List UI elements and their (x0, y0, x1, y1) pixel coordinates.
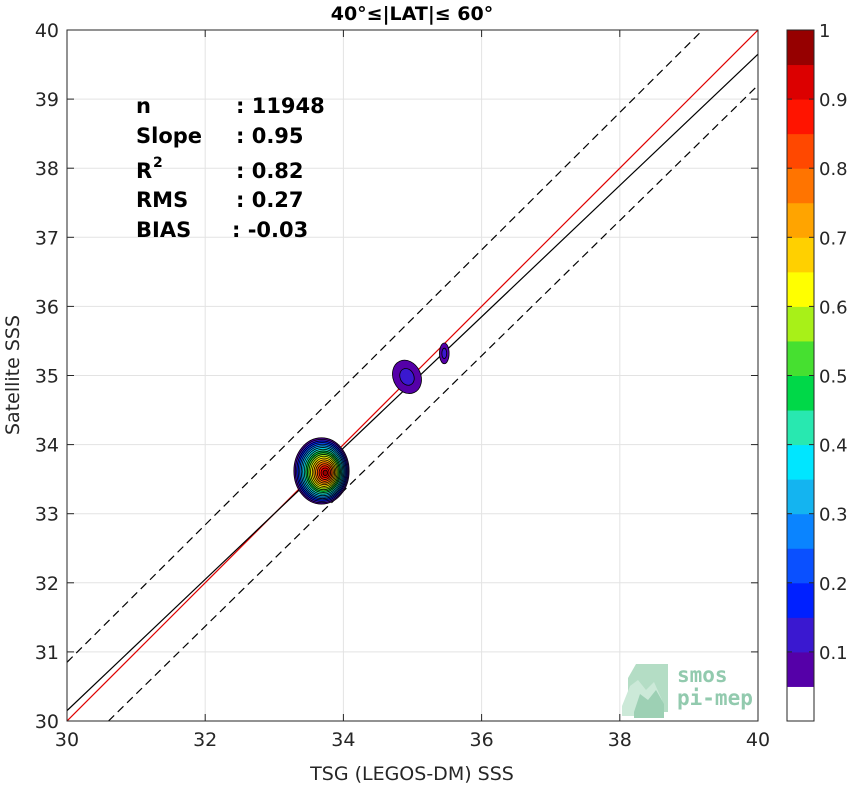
colorbar-tick-label: 0.1 (819, 643, 848, 664)
colorbar-segment (787, 548, 814, 584)
y-tick-label: 36 (35, 296, 59, 318)
stat-label: BIAS (136, 218, 191, 242)
y-tick-label: 30 (35, 711, 59, 733)
colorbar-segment (787, 686, 814, 722)
logo-text-smos: smos (677, 663, 728, 687)
lower-bound-line (108, 84, 758, 721)
y-tick-label: 35 (35, 366, 59, 388)
y-tick-label: 39 (35, 89, 59, 111)
colorbar-segment (787, 64, 814, 100)
stats-box: n : 11948 Slope : 0.95 R 2 : 0.82 RMS : 0.27 BIAS… (136, 94, 325, 242)
colorbar-tick-label: 0.4 (819, 436, 848, 457)
colorbar-segment (787, 237, 814, 273)
y-tick-label: 38 (35, 158, 59, 180)
y-tick-label: 40 (35, 20, 59, 42)
colorbar-tick-label: 0.2 (819, 574, 848, 595)
stat-value: : -0.03 (232, 218, 308, 242)
stat-label: n (136, 94, 151, 118)
density-blob (392, 359, 422, 394)
colorbar-segment (787, 30, 814, 66)
stat-label: Slope (136, 124, 202, 148)
colorbar-segment (787, 513, 814, 549)
logo-waves-icon (622, 664, 668, 718)
x-tick-label: 32 (193, 729, 217, 751)
colorbar-segment (787, 340, 814, 376)
stat-value: : 11948 (236, 94, 325, 118)
colorbar: 0.1 0.2 0.3 0.4 0.5 0.6 0.7 0.8 0.9 1 (786, 21, 848, 722)
density-contour (399, 368, 415, 386)
axis-ticks: 30 32 34 36 38 40 30 31 32 33 34 35 36 37 38 39 40 (35, 20, 770, 751)
stat-value: : 0.27 (236, 188, 304, 212)
colorbar-tick-label: 0.6 (819, 297, 848, 318)
y-tick-label: 32 (35, 573, 59, 595)
colorbar-segment (787, 617, 814, 653)
upper-bound-line (67, 30, 704, 663)
colorbar-tick-label: 0.8 (819, 159, 848, 180)
colorbar-segment (787, 479, 814, 515)
x-axis-label: TSG (LEGOS-DM) SSS (309, 763, 514, 785)
density-contours (293, 342, 450, 505)
chart-title: 40°≤|LAT|≤ 60° (331, 3, 494, 25)
colorbar-tick-label: 0.9 (819, 90, 848, 111)
density-blob (439, 342, 450, 365)
colorbar-tick-label: 0.5 (819, 367, 848, 388)
x-tick-label: 34 (331, 729, 355, 751)
density-blob (293, 437, 350, 505)
colorbar-segment (787, 651, 814, 687)
stat-label: RMS (136, 188, 188, 212)
colorbar-tick-label: 0.7 (819, 228, 848, 249)
x-tick-label: 30 (55, 729, 79, 751)
stat-value: : 0.82 (236, 159, 304, 183)
grid-lines (66, 29, 759, 722)
colorbar-segment (787, 168, 814, 204)
x-tick-label: 38 (608, 729, 632, 751)
colorbar-segment (787, 444, 814, 480)
stat-value: : 0.95 (236, 124, 304, 148)
stat-label: R (136, 159, 152, 183)
colorbar-segment (787, 375, 814, 411)
y-axis-label: Satellite SSS (2, 315, 24, 435)
y-tick-label: 37 (35, 227, 59, 249)
colorbar-tick-label: 1 (819, 21, 830, 42)
y-tick-label: 31 (35, 642, 59, 664)
density-contour (322, 469, 328, 476)
colorbar-segment (787, 306, 814, 342)
colorbar-segment (787, 410, 814, 446)
colorbar-segment (787, 271, 814, 307)
smos-pi-mep-logo: smos pi-mep (622, 663, 753, 718)
logo-text-pi-mep: pi-mep (677, 686, 753, 710)
colorbar-tick-label: 0.3 (819, 505, 848, 526)
colorbar-segment (787, 582, 814, 618)
density-contour (441, 347, 448, 359)
x-tick-label: 40 (746, 729, 770, 751)
y-tick-label: 33 (35, 504, 59, 526)
x-tick-label: 36 (470, 729, 494, 751)
stat-superscript: 2 (153, 155, 163, 171)
colorbar-segment (787, 99, 814, 135)
colorbar-segment (787, 202, 814, 238)
y-tick-label: 34 (35, 435, 59, 457)
colorbar-segment (787, 133, 814, 169)
